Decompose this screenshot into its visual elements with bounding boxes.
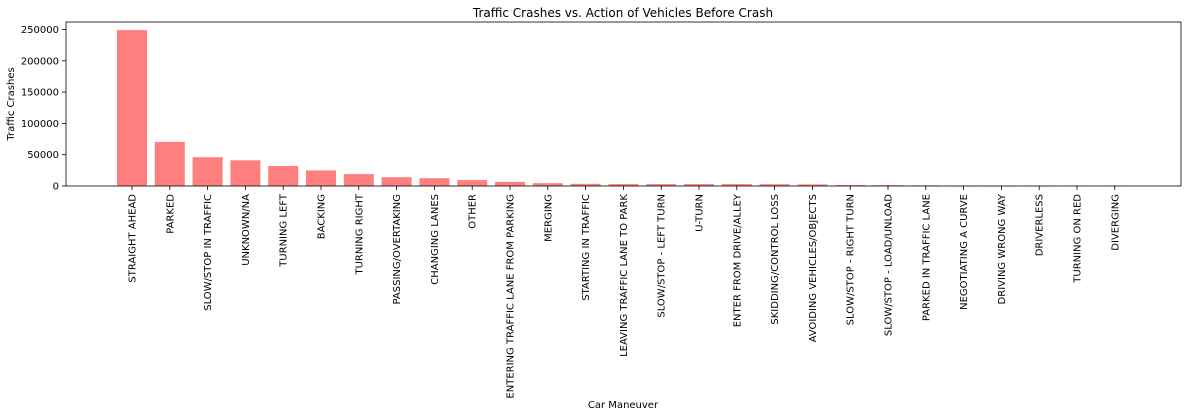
x-tick-label: U-TURN: [695, 194, 706, 232]
bar: [457, 180, 488, 186]
bar: [646, 184, 677, 186]
y-tick-label: 250000: [21, 25, 59, 36]
x-tick-label: LEAVING TRAFFIC LANE TO PARK: [619, 194, 630, 357]
x-tick-label: TURNING RIGHT: [354, 193, 365, 275]
x-tick-label: SLOW/STOP - LEFT TURN: [657, 194, 668, 318]
chart-title: Traffic Crashes vs. Action of Vehicles B…: [472, 6, 773, 20]
x-tick-label: DRIVING WRONG WAY: [997, 193, 1008, 304]
x-tick-label: STRAIGHT AHEAD: [128, 194, 139, 283]
bar: [684, 184, 714, 186]
y-tick-label: 0: [53, 182, 59, 193]
bar: [532, 183, 563, 186]
bar: [192, 157, 223, 186]
x-tick-label: CHANGING LANES: [430, 194, 441, 285]
x-tick-label: AVOIDING VEHICLES/OBJECTS: [808, 194, 819, 342]
x-tick-label: BACKING: [317, 194, 328, 239]
x-tick-label: OTHER: [468, 194, 479, 229]
x-tick-label: SKIDDING/CONTROL LOSS: [770, 194, 781, 325]
y-axis: 0 50000 100000 150000 200000 250000: [21, 25, 66, 193]
x-tick-label: DIVERGING: [1110, 194, 1121, 251]
y-tick-label: 50000: [27, 150, 59, 161]
x-axis-title: Car Maneuver: [588, 400, 659, 411]
x-tick-label: TURNING ON RED: [1073, 194, 1084, 284]
bar: [797, 184, 828, 186]
x-tick-label: SLOW/STOP IN TRAFFIC: [203, 194, 214, 311]
bar: [721, 184, 752, 186]
x-tick-label: SLOW/STOP - RIGHT TURN: [846, 194, 857, 325]
x-tick-label: ENTER FROM DRIVE/ALLEY: [732, 193, 743, 327]
x-tick-label: UNKNOWN/NA: [241, 194, 252, 266]
y-tick-label: 200000: [21, 56, 59, 67]
x-tick-label: SLOW/STOP - LOAD/UNLOAD: [884, 194, 895, 336]
bar: [230, 160, 261, 186]
x-tick-label: PASSING/OVERTAKING: [392, 194, 403, 304]
x-tick-label: TURNING LEFT: [279, 193, 290, 268]
bar: [570, 183, 601, 186]
x-tick-label: MERGING: [543, 194, 554, 242]
x-axis: STRAIGHT AHEAD PARKED SLOW/STOP IN TRAFFIC…: [128, 186, 1121, 399]
y-tick-label: 100000: [21, 119, 59, 130]
bar: [495, 181, 525, 186]
bar: [381, 177, 412, 186]
bar: [835, 185, 866, 186]
bar: [343, 174, 374, 186]
bar: [419, 178, 450, 186]
x-tick-label: DRIVERLESS: [1035, 194, 1046, 256]
x-tick-label: PARKED: [165, 194, 176, 234]
bar: [608, 184, 639, 186]
bar: [759, 184, 790, 186]
x-tick-label: NEGOTIATING A CURVE: [959, 194, 970, 310]
bar: [268, 166, 299, 186]
y-tick-label: 150000: [21, 88, 59, 99]
bar: [117, 30, 147, 186]
plot-area: [117, 30, 1130, 186]
bar: [306, 170, 336, 186]
x-tick-label: ENTERING TRAFFIC LANE FROM PARKING: [506, 194, 517, 399]
y-axis-title: Traffic Crashes: [6, 67, 17, 141]
x-tick-label: PARKED IN TRAFFIC LANE: [921, 194, 932, 321]
x-tick-label: STARTING IN TRAFFIC: [581, 194, 592, 301]
bar: [154, 141, 185, 186]
